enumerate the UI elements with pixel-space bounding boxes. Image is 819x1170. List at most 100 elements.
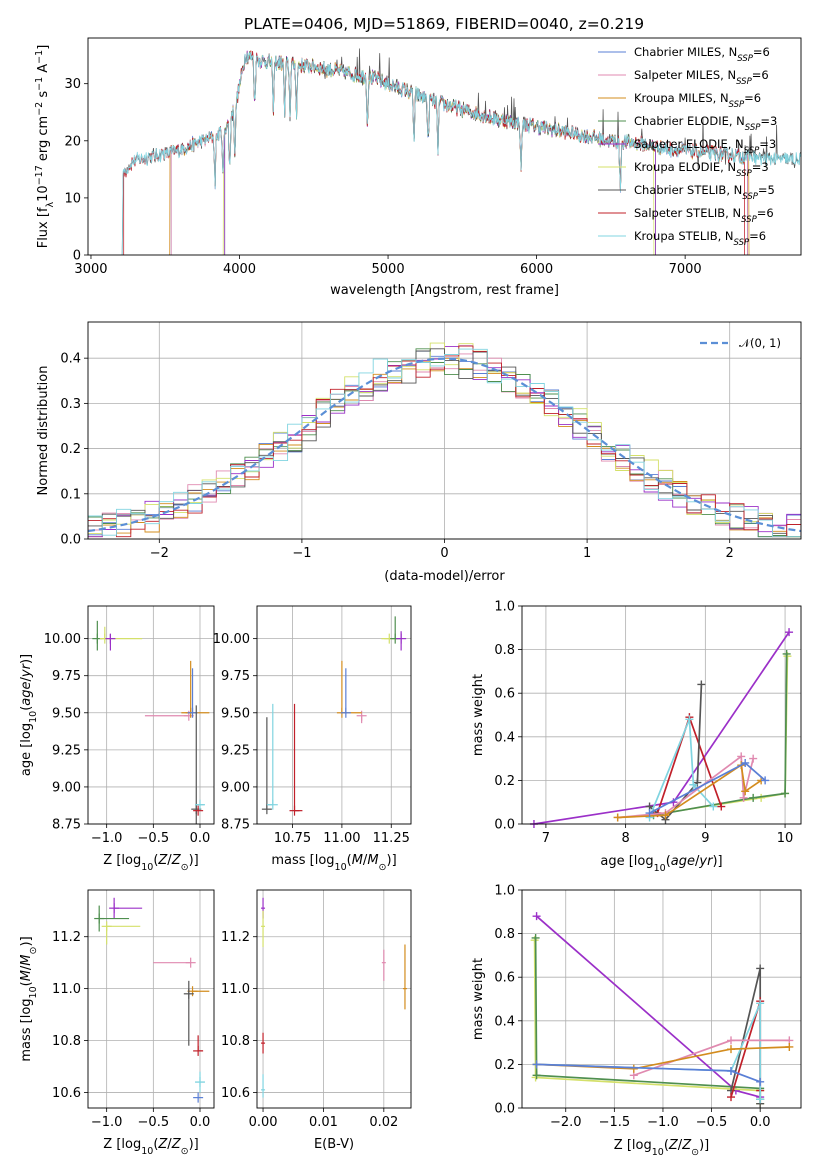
mass-weight-marker (709, 802, 718, 811)
panel-residuals: −2 −1 0 1 2 0.0 0.1 0.2 0.3 0.4 (data-model)/error… (36, 321, 802, 584)
x-tick-label: 0.0 (750, 1115, 771, 1130)
label-part: ⊙ (691, 1147, 699, 1158)
y-tick-label: 0.8 (494, 927, 515, 942)
legend-label: Chabrier STELIB, N (634, 183, 742, 197)
panel-mass-vs-Z: −1.0 −0.5 0.010.610.811.011.2Z [log10(Z/Z⊙… (19, 889, 215, 1157)
axes-frame (87, 37, 802, 256)
label-part: / (695, 854, 700, 869)
legend: Chabrier MILES, NSSP=6 Salpeter MILES, NS… (598, 45, 777, 248)
legend-entry: Chabrier MILES, NSSP=6 (634, 45, 770, 64)
legend-suffix: =6 (749, 229, 766, 243)
legend-sub: SSP (742, 192, 758, 202)
y-axis-label: Flux [fλ10−17 erg cm−2 s−1 A−1] (34, 45, 56, 249)
x-axis-label: Z [log10(Z/Z⊙)] (103, 1137, 198, 1157)
label-part: 10 (28, 711, 39, 723)
y-tick-label: 0.4 (494, 730, 515, 745)
label-part: 10 (141, 862, 153, 873)
label-part: A (36, 64, 51, 77)
mass-weight-marker (741, 758, 750, 767)
errorbar-point (396, 631, 407, 651)
label-part: / (678, 1138, 683, 1153)
errorbar-point (261, 717, 272, 815)
mass-weight-line (534, 937, 762, 1100)
label-part: Z (157, 853, 168, 868)
y-tick-label: 20 (64, 134, 81, 149)
legend-entry: Kroupa STELIB, NSSP=6 (634, 229, 766, 248)
legend-entry: Chabrier STELIB, NSSP=5 (634, 183, 775, 202)
label-part: −17 (34, 165, 45, 185)
label-part: )] (387, 853, 397, 868)
legend-suffix: =6 (752, 68, 769, 82)
legend-suffix: =5 (758, 183, 775, 197)
x-tick-label: 2 (726, 546, 734, 561)
mass-weight-marker (697, 680, 706, 689)
label-part: Z (171, 853, 182, 868)
legend-entry: Kroupa MILES, NSSP=6 (634, 91, 761, 110)
x-tick-label: −0.5 (138, 831, 170, 846)
legend-sub: SSP (737, 54, 753, 64)
mass-weight-marker (531, 933, 540, 942)
x-tick-label: 10.75 (274, 831, 311, 846)
y-axis-label: age [log10(age/yr)] (19, 654, 39, 776)
label-part: 10 (652, 1147, 664, 1158)
errorbar-point (105, 633, 116, 651)
x-tick-label: 11.25 (373, 831, 410, 846)
errorbar-point (99, 626, 143, 644)
label-part: )] (712, 854, 722, 869)
label-part: Z [log (103, 1137, 141, 1152)
y-tick-label: 10.00 (44, 632, 81, 647)
x-tick-label: −1.0 (91, 831, 123, 846)
label-part: −1 (34, 50, 45, 64)
mass-weight-marker (685, 715, 694, 724)
y-axis-label: mass weight (471, 958, 486, 1040)
label-part: / (363, 853, 368, 868)
y-tick-label: 10.8 (52, 1034, 81, 1049)
axes-frame (256, 605, 412, 825)
legend-label: Salpeter STELIB, N (634, 206, 741, 220)
label-part: yr (19, 662, 34, 678)
panel-massweight-vs-Z: −2.0 −1.5 −1.0 −0.5 0.0 0.0 0.2 0.4 0.6 0.8 1.0 Z [… (471, 884, 802, 1158)
label-part: yr (698, 854, 714, 869)
y-tick-label: 0.4 (60, 352, 81, 367)
mass-weight-marker (717, 802, 726, 811)
x-tick-label: 10 (777, 831, 794, 846)
legend-sub: SSP (745, 123, 761, 133)
label-part: ( (19, 706, 34, 711)
mass-weight-line (533, 940, 762, 1104)
label-part: −1 (34, 77, 45, 91)
y-tick-label: 9.50 (221, 706, 250, 721)
mass-weight-marker (645, 809, 654, 818)
x-tick-label: −1.0 (647, 1115, 679, 1130)
legend-entry: Salpeter MILES, NSSP=6 (634, 68, 769, 87)
y-tick-label: 10.6 (221, 1086, 250, 1101)
label-part: age [log (19, 723, 34, 776)
errorbar-point (101, 921, 141, 945)
y-axis-label: mass weight (471, 674, 486, 756)
panel-age-vs-mass: 10.75 11.00 11.25 8.75 9.00 9.25 9.50 9.75 10.00… (213, 605, 412, 873)
mass-weight-marker (749, 793, 758, 802)
mass-weight-marker (689, 780, 698, 789)
label-part: M (367, 853, 378, 868)
panel-spectrum: 3000 4000 5000 6000 7000 0 10 20 30 wavelength [A… (34, 37, 802, 298)
label-part: 10 (654, 863, 666, 874)
x-tick-label: −1 (292, 546, 311, 561)
errorbar-point (261, 1032, 266, 1054)
mass-weight-marker (727, 1093, 736, 1102)
label-part: / (167, 1137, 172, 1152)
legend-entry: Chabrier ELODIE, NSSP=3 (634, 114, 777, 133)
errorbar-point (187, 986, 210, 997)
axes-frame (256, 889, 412, 1109)
legend-label: Kroupa STELIB, N (634, 229, 734, 243)
x-tick-label: 8 (621, 831, 629, 846)
mass-weight-marker (756, 999, 765, 1008)
x-tick-label: −1.5 (599, 1115, 631, 1130)
mass-weight-marker (532, 1060, 541, 1069)
mass-weight-marker (749, 754, 758, 763)
y-tick-label: 10.8 (221, 1034, 250, 1049)
mass-weight-marker (785, 1042, 794, 1051)
errorbar-point (261, 1074, 266, 1098)
label-part: ( (153, 853, 158, 868)
x-axis-label: E(B-V) (314, 1137, 354, 1152)
mass-weight-marker (532, 1071, 541, 1080)
